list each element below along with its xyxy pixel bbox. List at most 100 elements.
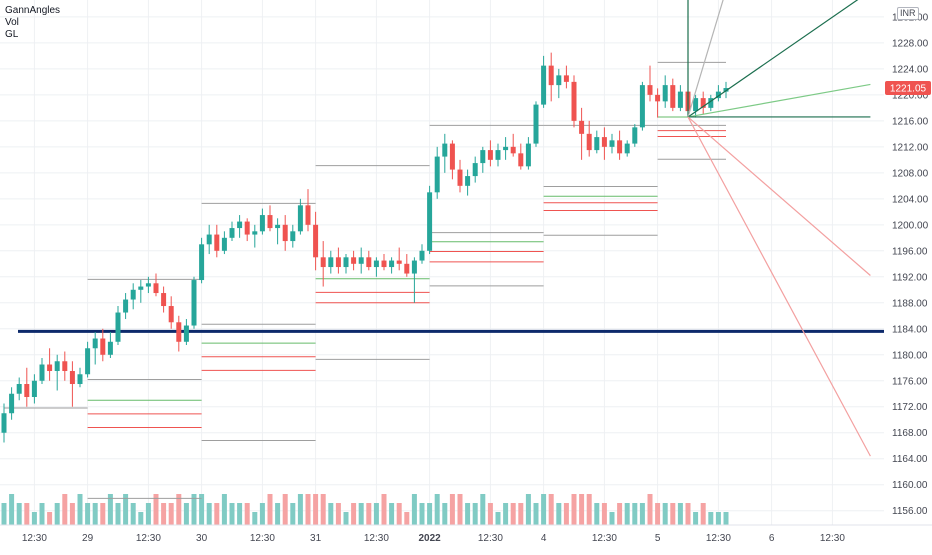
volume-bar — [145, 503, 151, 525]
candle-body — [465, 176, 471, 186]
currency-badge[interactable]: INR — [897, 7, 919, 20]
volume-bar — [708, 512, 714, 525]
time-tick-label: 6 — [769, 533, 775, 544]
candle-body — [320, 257, 326, 268]
volume-bar — [62, 494, 68, 525]
volume-bar — [123, 494, 129, 525]
candle-body — [9, 393, 15, 414]
candle-body — [617, 140, 623, 154]
volume-bar — [495, 512, 501, 525]
candle-body — [457, 169, 463, 186]
volume-bar — [563, 503, 569, 525]
candle-body — [214, 234, 220, 251]
volume-bar — [556, 503, 562, 525]
price-tick-label: 1168.00 — [892, 428, 928, 439]
volume-bar — [373, 503, 379, 525]
volume-bar — [199, 494, 205, 525]
volume-bar — [411, 494, 417, 525]
candle-body — [723, 88, 729, 92]
candle-body — [100, 338, 106, 355]
volume-bar — [525, 494, 531, 525]
price-tick-label: 1156.00 — [892, 506, 928, 517]
price-badges: 1221.05 — [885, 81, 931, 96]
volume-bar — [221, 494, 227, 525]
volume-bar — [297, 494, 303, 525]
candle-body — [632, 127, 638, 144]
candle-body — [404, 263, 410, 274]
candle-body — [434, 156, 440, 193]
price-tick-label: 1220.00 — [892, 90, 929, 101]
time-tick-label: 29 — [82, 533, 94, 544]
candle-body — [161, 293, 167, 307]
time-tick-label: 30 — [196, 533, 208, 544]
volume-bar — [16, 503, 22, 525]
grid-lines — [0, 0, 884, 525]
time-tick-label: 12:30 — [592, 533, 617, 544]
price-tick-label: 1172.00 — [892, 402, 928, 413]
volume-bar — [69, 503, 75, 525]
gann-ray[interactable] — [687, 83, 871, 118]
volume-bar — [358, 503, 364, 525]
price-tick-label: 1224.00 — [892, 64, 929, 75]
candle-body — [138, 286, 144, 290]
volume-bar — [586, 494, 592, 525]
time-axis[interactable]: 12:30 29 12:30 30 12:30 31 12:30 2022 12:30 4 12:3… — [0, 524, 932, 550]
volume-bar — [434, 494, 440, 525]
gann-ray[interactable] — [687, 0, 734, 118]
candle-body — [267, 215, 273, 229]
candle-body — [252, 231, 258, 235]
volume-bar — [313, 494, 319, 525]
volume-bar — [480, 494, 486, 525]
price-tick-label: 1212.00 — [892, 142, 929, 153]
candle-body — [472, 163, 478, 177]
candle-body — [700, 98, 706, 108]
candle-body — [237, 221, 243, 229]
indicator-vol[interactable]: Vol — [5, 17, 19, 28]
volume-bar — [176, 494, 182, 525]
candle-body — [335, 257, 341, 268]
gann-ray[interactable] — [687, 0, 870, 118]
gann-ray[interactable] — [687, 116, 871, 276]
candle-body — [518, 153, 524, 167]
candle-body — [85, 348, 91, 375]
volume-bar — [510, 503, 516, 525]
volume-bar — [237, 503, 243, 525]
volume-bar — [259, 503, 265, 525]
volume-bar — [548, 494, 554, 525]
gann-ray[interactable] — [687, 116, 871, 457]
volume-bar — [700, 503, 706, 525]
candle-body — [662, 85, 668, 102]
volume-bar — [183, 503, 189, 525]
volume-bar — [518, 503, 524, 525]
volume-bar — [487, 503, 493, 525]
candle-body — [449, 143, 455, 170]
volume-bar — [594, 503, 600, 525]
volume-bar — [267, 494, 273, 525]
indicator-gannangles[interactable]: GannAngles — [5, 5, 61, 16]
price-axis[interactable]: 1156.00 1160.00 1164.00 1168.00 1172.00 1176.… — [884, 0, 932, 525]
indicator-gl[interactable]: GL — [5, 29, 19, 40]
candle-body — [624, 143, 630, 154]
candle-body — [715, 91, 721, 99]
candle-body — [191, 280, 197, 326]
candle-body — [693, 98, 699, 112]
candle-body — [229, 228, 235, 238]
volume-bar — [351, 503, 357, 525]
time-tick-label: 31 — [310, 533, 322, 544]
volume-bar — [617, 503, 623, 525]
time-tick-label: 12:30 — [250, 533, 275, 544]
volume-bar — [571, 494, 577, 525]
candle-body — [176, 322, 182, 342]
gann-fan[interactable] — [687, 0, 871, 457]
volume-bar — [39, 503, 45, 525]
volume-bar — [457, 494, 463, 525]
volume-bar — [138, 512, 144, 525]
candle-body — [259, 215, 265, 232]
candle-body — [442, 143, 448, 157]
volume-bar — [677, 503, 683, 525]
candle-body — [533, 104, 539, 144]
volume-bar — [624, 503, 630, 525]
candle-body — [54, 361, 60, 372]
